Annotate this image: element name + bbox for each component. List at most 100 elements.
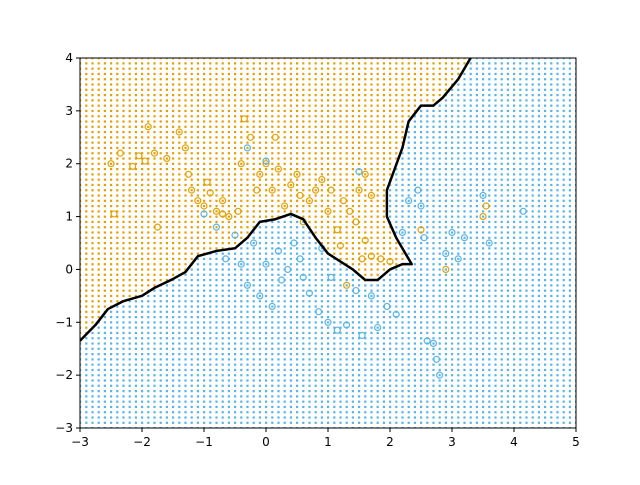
- grid-cell-blue: [339, 326, 342, 329]
- grid-cell-blue: [221, 368, 224, 372]
- grid-cell-blue: [482, 384, 485, 387]
- grid-cell-blue: [215, 416, 218, 419]
- grid-cell-blue: [463, 284, 466, 287]
- grid-cell-blue: [265, 416, 268, 419]
- grid-cell-blue: [401, 411, 404, 414]
- grid-cell-blue: [265, 284, 268, 287]
- grid-cell-orange: [234, 94, 237, 97]
- grid-cell-blue: [320, 384, 323, 387]
- grid-cell-orange: [358, 67, 361, 70]
- grid-cell-blue: [395, 284, 398, 287]
- grid-cell-orange: [277, 215, 280, 218]
- grid-cell-blue: [488, 411, 491, 414]
- grid-cell-blue: [432, 141, 435, 144]
- grid-cell-blue: [420, 374, 423, 377]
- grid-cell-orange: [122, 189, 125, 192]
- grid-cell-blue: [488, 353, 491, 356]
- grid-cell-orange: [203, 183, 206, 187]
- grid-cell-orange: [358, 141, 361, 144]
- grid-cell-orange: [382, 173, 385, 176]
- grid-cell-blue: [500, 326, 503, 329]
- grid-cell-orange: [141, 247, 144, 250]
- grid-cell-orange: [110, 231, 113, 234]
- grid-cell-orange: [463, 58, 466, 60]
- grid-cell-blue: [85, 411, 88, 414]
- grid-cell-orange: [221, 120, 224, 123]
- grid-cell-blue: [240, 368, 243, 372]
- grid-cell-blue: [475, 215, 478, 218]
- grid-cell-orange: [91, 279, 94, 282]
- grid-cell-orange: [116, 252, 119, 255]
- grid-cell-blue: [91, 395, 94, 398]
- grid-cell-blue: [382, 321, 385, 324]
- grid-cell-orange: [370, 83, 373, 86]
- grid-cell-orange: [234, 109, 237, 113]
- grid-cell-orange: [364, 83, 367, 86]
- grid-cell-blue: [327, 374, 330, 377]
- grid-cell-blue: [271, 374, 274, 377]
- grid-cell-blue: [153, 347, 156, 350]
- grid-cell-blue: [382, 395, 385, 398]
- grid-cell-blue: [451, 183, 454, 187]
- grid-cell-blue: [451, 88, 454, 91]
- grid-cell-blue: [302, 331, 305, 335]
- grid-cell-orange: [351, 231, 354, 234]
- grid-cell-orange: [246, 168, 249, 171]
- grid-cell-orange: [103, 268, 106, 271]
- grid-cell-orange: [234, 141, 237, 144]
- grid-cell-orange: [258, 67, 261, 70]
- grid-cell-blue: [327, 342, 330, 345]
- grid-cell-blue: [333, 379, 336, 382]
- grid-cell-blue: [469, 284, 472, 287]
- grid-cell-orange: [80, 83, 82, 86]
- grid-cell-orange: [141, 215, 144, 218]
- grid-cell-orange: [122, 109, 125, 113]
- grid-cell-blue: [258, 226, 261, 229]
- grid-cell-blue: [364, 374, 367, 377]
- grid-cell-blue: [339, 263, 342, 266]
- grid-cell-blue: [221, 284, 224, 287]
- grid-cell-orange: [358, 88, 361, 91]
- grid-cell-orange: [333, 141, 336, 144]
- grid-cell-blue: [475, 316, 478, 319]
- grid-cell-blue: [308, 279, 311, 282]
- grid-cell-orange: [283, 120, 286, 123]
- grid-cell-orange: [302, 152, 305, 155]
- grid-cell-blue: [494, 215, 497, 218]
- grid-cell-orange: [240, 99, 243, 102]
- grid-cell-blue: [277, 400, 280, 403]
- grid-cell-orange: [215, 157, 218, 160]
- grid-cell-orange: [289, 109, 292, 113]
- grid-cell-blue: [364, 347, 367, 350]
- grid-cell-orange: [364, 136, 367, 139]
- grid-cell-blue: [221, 252, 224, 255]
- grid-cell-orange: [432, 99, 435, 102]
- grid-cell-blue: [258, 331, 261, 335]
- grid-cell-blue: [395, 215, 398, 218]
- grid-cell-orange: [85, 279, 88, 282]
- grid-cell-orange: [221, 178, 224, 181]
- grid-cell-orange: [351, 104, 354, 107]
- grid-cell-orange: [339, 120, 342, 123]
- grid-cell-blue: [506, 78, 509, 81]
- grid-cell-blue: [432, 353, 435, 356]
- grid-cell-orange: [153, 146, 156, 150]
- grid-cell-blue: [165, 337, 168, 340]
- grid-cell-orange: [134, 205, 137, 208]
- grid-cell-blue: [178, 279, 181, 282]
- grid-cell-blue: [351, 300, 354, 303]
- grid-cell-orange: [407, 104, 410, 107]
- grid-cell-blue: [110, 374, 113, 377]
- grid-cell-orange: [147, 284, 150, 287]
- grid-cell-blue: [438, 416, 441, 419]
- grid-cell-blue: [500, 421, 503, 424]
- grid-cell-blue: [488, 78, 491, 81]
- grid-cell-blue: [258, 421, 261, 424]
- grid-cell-blue: [302, 316, 305, 319]
- grid-cell-orange: [97, 189, 100, 192]
- grid-cell-orange: [246, 146, 249, 150]
- grid-cell-blue: [320, 268, 323, 271]
- grid-cell-blue: [401, 342, 404, 345]
- grid-cell-blue: [314, 305, 317, 308]
- grid-cell-blue: [438, 136, 441, 139]
